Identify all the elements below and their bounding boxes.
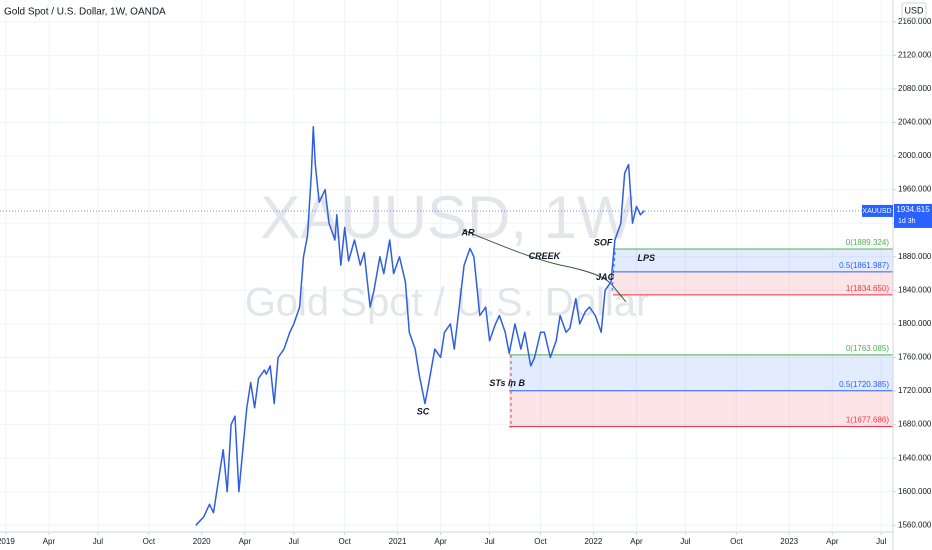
x-tick-label: 2022 [584,537,602,546]
x-tick-label: Jul [93,537,103,546]
annotation: STs in B [489,378,525,388]
time-axis [0,532,932,550]
y-tick-label: 1760.000 [898,353,932,362]
plot: AR CREEK SOF LPS JAC SC STs in B [0,125,893,526]
creek-line [462,229,627,303]
fib-label: 0.5(1861.987) [839,261,889,270]
x-tick-label: Jul [680,537,690,546]
fib-label: 0(1889.324) [846,238,889,247]
fib-fill [612,248,893,272]
y-tick-label: 1680.000 [898,420,932,429]
fib-fill [612,271,893,295]
fib-label: 1(1834.650) [846,284,889,293]
currency-box[interactable] [901,2,927,19]
y-tick-label: 1720.000 [898,386,932,395]
x-tick-label: Oct [534,537,547,546]
fib-fill [509,354,893,391]
annotation: AR [461,228,475,238]
y-tick-label: 1600.000 [898,487,932,496]
symbol-label: XAUUSD [862,208,891,215]
y-tick-label: 1840.000 [898,285,932,294]
y-tick-label: 1880.000 [898,252,932,261]
x-tick-label: Apr [826,537,839,546]
price-tag [894,203,932,228]
y-tick-label: 2120.000 [898,50,932,59]
price-axis [893,0,932,550]
x-tick-label: Apr [630,537,643,546]
watermark-name: Gold Spot / U.S. Dollar [245,281,650,325]
annotation: SOF [594,238,613,248]
chart-title: Gold Spot / U.S. Dollar, 1W, OANDA [4,7,166,18]
fib-fill [509,390,893,427]
axes: 1560.000 1600.000 1640.000 1680.000 1720.000… [0,17,932,546]
annotation: SC [417,406,430,416]
x-tick-label: Apr [43,537,56,546]
fib-zones: 0(1889.324) 0.5(1861.987) 1(1834.650) 0(176… [509,238,893,428]
y-tick-label: 1560.000 [898,520,932,529]
fib-label: 0.5(1720.385) [839,380,889,389]
x-tick-label: Oct [143,537,156,546]
grid [0,0,893,532]
x-tick-label: Jul [484,537,494,546]
x-tick-label: Apr [434,537,447,546]
x-tick-label: Oct [730,537,743,546]
y-tick-label: 1640.000 [898,453,932,462]
symbol-tag [862,204,893,217]
watermark-symbol: XAUUSD, 1W [260,184,634,251]
dashed-line [611,251,616,293]
last-price-label: 1934.615 [896,205,930,214]
y-tick-label: 2080.000 [898,84,932,93]
annotation: JAC [596,272,615,282]
annotation: LPS [637,253,655,263]
fib-label: 1(1677.686) [846,416,889,425]
y-tick-label: 2000.000 [898,151,932,160]
y-tick-label: 2160.000 [898,17,932,26]
x-tick-label: Jul [876,537,886,546]
x-tick-label: 2020 [193,537,211,546]
y-tick-label: 1800.000 [898,319,932,328]
y-tick-label: 2040.000 [898,118,932,127]
x-tick-label: Apr [239,537,252,546]
fib-label: 0(1763.085) [846,344,889,353]
y-tick-label: 1960.000 [898,185,932,194]
currency: USD [904,5,924,15]
x-tick-label: 2021 [389,537,407,546]
x-tick-label: Oct [338,537,351,546]
x-tick-label: Jul [289,537,299,546]
price-line [195,125,645,526]
countdown-label: 1d 3h [898,218,916,225]
annotation: CREEK [529,251,562,261]
x-tick-label: 2019 [0,537,15,546]
x-tick-label: 2023 [780,537,798,546]
